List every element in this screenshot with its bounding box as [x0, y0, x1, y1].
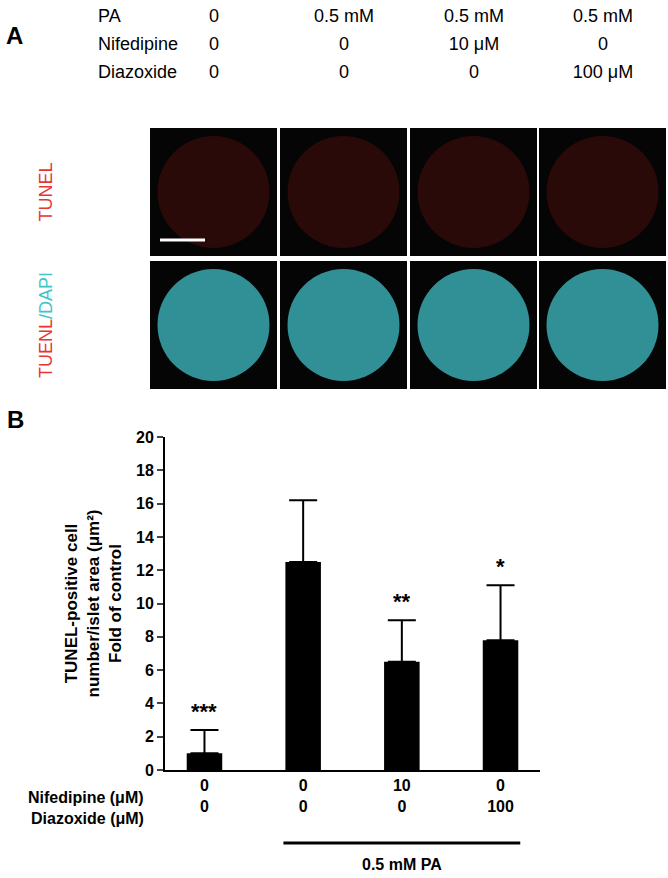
svg-text:***: *** — [191, 699, 217, 724]
svg-text:10 μM: 10 μM — [449, 34, 499, 54]
svg-text:0.5 mM: 0.5 mM — [314, 6, 374, 26]
svg-text:0: 0 — [598, 34, 608, 54]
svg-text:Diazoxide (μM): Diazoxide (μM) — [31, 810, 144, 827]
svg-text:6: 6 — [145, 662, 154, 679]
svg-text:TUENL/DAPI: TUENL/DAPI — [36, 272, 56, 378]
svg-text:0: 0 — [209, 34, 219, 54]
svg-text:PA: PA — [98, 6, 121, 26]
svg-text:Nifedipine (μM): Nifedipine (μM) — [28, 789, 144, 806]
svg-text:16: 16 — [136, 495, 154, 512]
svg-text:00: 00 — [299, 777, 308, 815]
svg-text:14: 14 — [136, 529, 154, 546]
svg-text:0.5 mM: 0.5 mM — [444, 6, 504, 26]
svg-text:B: B — [7, 406, 24, 433]
svg-text:0: 0 — [209, 6, 219, 26]
svg-text:**: ** — [393, 589, 411, 614]
svg-text:A: A — [6, 22, 23, 49]
svg-text:0.5 mM PA: 0.5 mM PA — [362, 856, 442, 873]
svg-text:100: 100 — [393, 777, 411, 815]
svg-text:0100: 0100 — [487, 777, 514, 815]
svg-text:8: 8 — [145, 628, 154, 645]
svg-text:10: 10 — [136, 595, 154, 612]
svg-text:20: 20 — [136, 429, 154, 446]
svg-text:0: 0 — [145, 762, 154, 779]
svg-text:0: 0 — [339, 34, 349, 54]
svg-text:*: * — [496, 554, 505, 579]
svg-text:TUNEL: TUNEL — [36, 162, 56, 221]
svg-text:4: 4 — [145, 695, 154, 712]
svg-text:2: 2 — [145, 728, 154, 745]
svg-text:0: 0 — [339, 62, 349, 82]
svg-text:18: 18 — [136, 462, 154, 479]
svg-text:Diazoxide: Diazoxide — [98, 62, 177, 82]
svg-text:Nifedipine: Nifedipine — [98, 34, 178, 54]
svg-text:12: 12 — [136, 562, 154, 579]
svg-text:0.5 mM: 0.5 mM — [573, 6, 633, 26]
svg-text:0: 0 — [209, 62, 219, 82]
svg-text:100 μM: 100 μM — [573, 62, 633, 82]
svg-text:TUNEL-positive cellnumber/isle: TUNEL-positive cellnumber/islet area (μm… — [62, 509, 125, 697]
svg-text:00: 00 — [200, 777, 209, 815]
svg-text:0: 0 — [469, 62, 479, 82]
